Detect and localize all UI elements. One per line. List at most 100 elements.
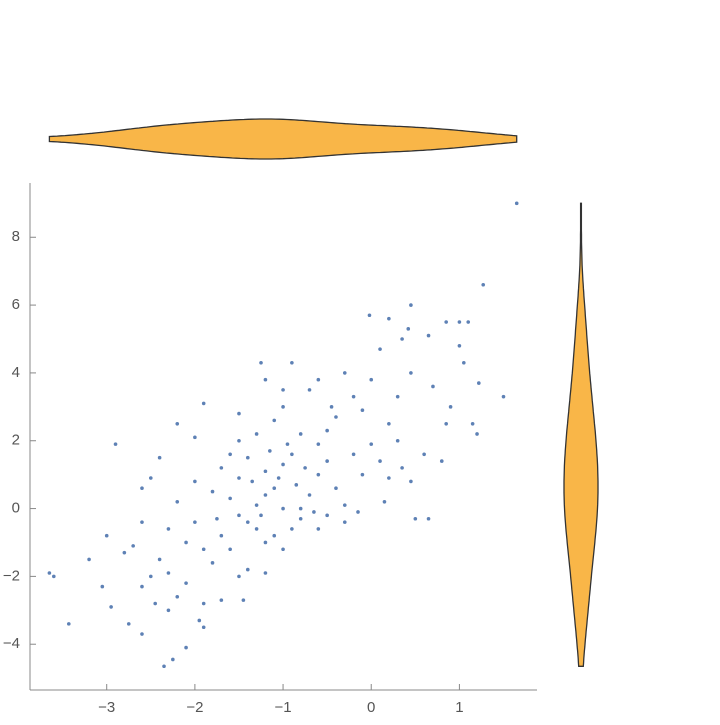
point bbox=[387, 421, 391, 426]
point bbox=[378, 347, 382, 351]
point bbox=[228, 496, 232, 501]
point bbox=[290, 360, 294, 365]
point bbox=[400, 337, 404, 341]
point bbox=[140, 520, 144, 524]
y-tick-label: 8 bbox=[12, 228, 20, 245]
point bbox=[334, 415, 338, 419]
point bbox=[184, 645, 188, 650]
point bbox=[201, 625, 206, 630]
point bbox=[201, 601, 206, 606]
point bbox=[268, 449, 272, 453]
point bbox=[175, 594, 180, 599]
point bbox=[298, 506, 303, 511]
point bbox=[360, 408, 365, 413]
point bbox=[422, 452, 426, 457]
y-tick-label: 4 bbox=[12, 364, 20, 381]
point bbox=[406, 327, 411, 331]
point bbox=[387, 476, 391, 480]
y-tick-label: 2 bbox=[12, 432, 20, 449]
point bbox=[369, 442, 374, 446]
point bbox=[426, 333, 431, 338]
point bbox=[400, 466, 404, 470]
point bbox=[193, 520, 197, 524]
point bbox=[360, 472, 365, 477]
point bbox=[477, 381, 481, 385]
point bbox=[378, 459, 382, 463]
point bbox=[409, 371, 413, 375]
point bbox=[369, 377, 374, 382]
point bbox=[290, 527, 294, 531]
point bbox=[334, 486, 338, 491]
point bbox=[259, 360, 263, 365]
point bbox=[281, 405, 285, 409]
point bbox=[298, 516, 303, 521]
point bbox=[254, 503, 259, 507]
point bbox=[153, 601, 158, 606]
point bbox=[409, 479, 413, 484]
point bbox=[109, 605, 113, 609]
point bbox=[175, 499, 180, 504]
point bbox=[237, 574, 241, 579]
point bbox=[66, 622, 71, 626]
point bbox=[281, 388, 285, 392]
x-tick-label: −1 bbox=[275, 699, 292, 716]
point bbox=[444, 421, 448, 426]
point bbox=[470, 421, 475, 426]
y-tick-label: −2 bbox=[3, 567, 20, 584]
point bbox=[514, 201, 519, 206]
violin bbox=[563, 202, 599, 667]
point bbox=[184, 581, 188, 585]
point bbox=[254, 432, 259, 436]
point bbox=[307, 493, 312, 497]
point bbox=[501, 394, 506, 399]
point bbox=[294, 483, 299, 487]
point bbox=[272, 418, 277, 423]
point bbox=[175, 421, 180, 426]
point bbox=[210, 489, 215, 494]
point bbox=[409, 303, 413, 307]
point bbox=[184, 540, 188, 545]
point bbox=[210, 561, 215, 565]
point bbox=[254, 527, 259, 531]
point bbox=[475, 432, 479, 436]
point bbox=[126, 622, 131, 626]
point bbox=[104, 533, 109, 538]
point bbox=[171, 657, 175, 662]
point bbox=[431, 384, 435, 389]
point bbox=[290, 452, 294, 457]
point bbox=[285, 442, 290, 446]
point bbox=[148, 574, 153, 579]
point bbox=[140, 632, 144, 636]
point bbox=[263, 469, 268, 474]
y-tick-label: −4 bbox=[3, 635, 20, 652]
point bbox=[113, 442, 118, 446]
point bbox=[259, 513, 263, 518]
point bbox=[395, 394, 400, 399]
point bbox=[237, 513, 241, 518]
point bbox=[228, 547, 232, 552]
point bbox=[241, 598, 246, 602]
point bbox=[426, 516, 431, 521]
point bbox=[382, 499, 387, 504]
point bbox=[237, 411, 241, 416]
point bbox=[298, 432, 303, 436]
point bbox=[413, 516, 418, 521]
point bbox=[272, 533, 277, 538]
point bbox=[316, 377, 321, 382]
point bbox=[342, 520, 347, 524]
point bbox=[228, 452, 232, 457]
point bbox=[100, 584, 105, 589]
point bbox=[263, 540, 268, 545]
point bbox=[325, 513, 329, 518]
point bbox=[444, 320, 448, 324]
x-tick-label: 0 bbox=[367, 699, 375, 716]
point bbox=[197, 618, 202, 623]
point bbox=[237, 476, 241, 480]
point bbox=[140, 486, 144, 491]
point bbox=[47, 571, 52, 575]
point bbox=[457, 320, 462, 324]
point bbox=[193, 479, 197, 484]
point bbox=[312, 510, 316, 514]
point bbox=[215, 516, 219, 521]
point bbox=[201, 547, 206, 552]
